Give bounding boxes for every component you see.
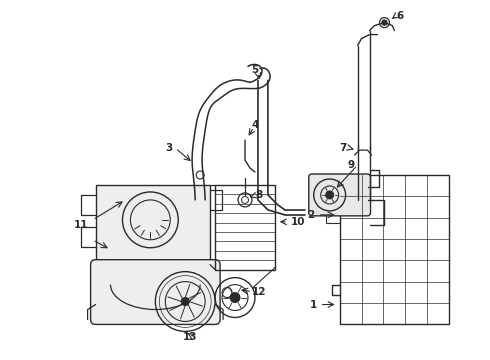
Text: 13: 13	[183, 332, 197, 342]
FancyBboxPatch shape	[309, 174, 370, 216]
Text: 7: 7	[339, 143, 346, 153]
Text: 5: 5	[251, 66, 259, 76]
Text: 2: 2	[308, 210, 315, 220]
Bar	[326, 207, 340, 223]
Text: 10: 10	[291, 217, 305, 227]
Text: 9: 9	[347, 160, 355, 170]
Text: 6: 6	[396, 11, 404, 21]
Text: 3: 3	[165, 143, 172, 153]
Circle shape	[326, 191, 334, 199]
FancyBboxPatch shape	[91, 260, 220, 324]
Circle shape	[230, 293, 240, 302]
Text: 11: 11	[74, 220, 89, 230]
Bar	[96, 185, 210, 265]
Circle shape	[382, 20, 387, 25]
Bar	[340, 175, 449, 324]
Circle shape	[181, 298, 189, 306]
Text: 1: 1	[310, 300, 317, 310]
Text: 12: 12	[252, 287, 267, 297]
Text: 4: 4	[251, 120, 259, 130]
Text: 8: 8	[255, 190, 262, 200]
Bar	[215, 185, 275, 270]
